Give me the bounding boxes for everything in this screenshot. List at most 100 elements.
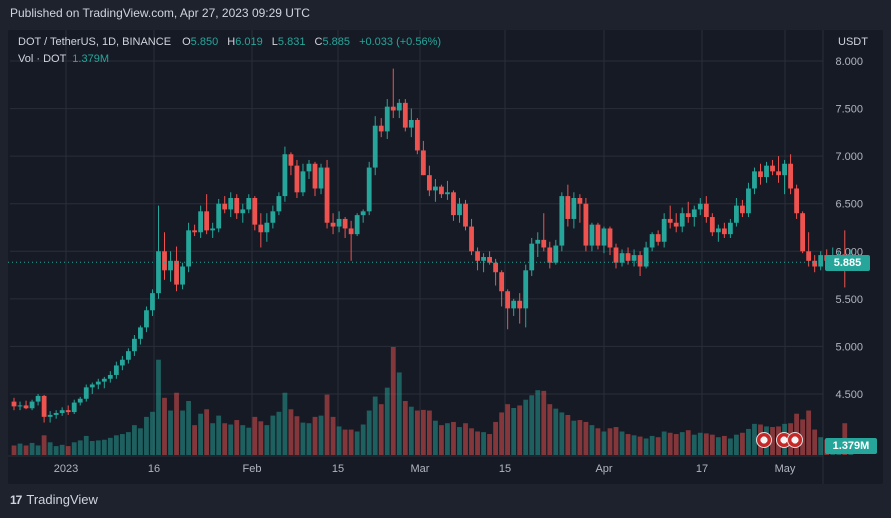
candle-body	[41, 395, 47, 417]
candle-body	[583, 203, 589, 246]
volume-bar	[613, 427, 619, 455]
candle-body	[210, 228, 216, 231]
volume-bar	[631, 435, 637, 455]
candle-body	[794, 188, 800, 214]
candle-body	[420, 150, 426, 176]
tradingview-brand[interactable]: 17 TradingView	[10, 492, 98, 507]
volume-bar	[661, 431, 667, 455]
volume-bar	[637, 436, 643, 455]
y-tick-label: 7.000	[835, 151, 863, 163]
candle-body	[216, 203, 222, 229]
candle-body	[697, 203, 703, 210]
candle-body	[806, 251, 812, 261]
candle-body	[294, 165, 300, 193]
volume-bar	[222, 423, 228, 455]
volume-bar	[180, 410, 185, 455]
volume-bar	[192, 425, 198, 455]
candle-body	[186, 230, 191, 267]
candle-body	[493, 262, 499, 273]
us-flag-event-icon[interactable]	[787, 432, 803, 448]
y-tick-label: 5.500	[835, 294, 863, 306]
volume-bar	[734, 434, 739, 455]
last-price-tag: 5.885	[825, 255, 870, 271]
volume-bar	[270, 415, 276, 455]
candlestick-chart[interactable]: 8.000 7.500 7.000 6.500 6.000 5.500 5.000 4.500…	[8, 30, 883, 484]
volume-bar	[258, 421, 264, 455]
volume-bar	[47, 442, 53, 455]
volume-bar	[673, 434, 679, 455]
volume-bar	[655, 437, 661, 455]
change-value: +0.033 (+0.56%)	[359, 36, 442, 48]
candle-body	[469, 226, 474, 252]
volume-bar	[156, 359, 161, 455]
volume-bar	[420, 409, 426, 455]
candle-body	[721, 228, 727, 235]
candle-body	[11, 401, 17, 407]
candle-body	[95, 381, 101, 385]
volume-bar	[71, 442, 77, 455]
volume-bar	[746, 428, 751, 455]
candle-body	[782, 163, 787, 176]
volume-bar	[360, 424, 366, 455]
candle-body	[505, 291, 511, 309]
candle-body	[457, 203, 462, 216]
volume-bar	[282, 392, 288, 455]
candle-body	[378, 125, 384, 132]
volume-bar	[493, 421, 499, 455]
candle-body	[258, 224, 264, 233]
volume-bar	[11, 445, 17, 455]
x-tick-label: 16	[148, 463, 160, 475]
volume-bar	[601, 431, 607, 455]
volume-bar	[643, 438, 649, 455]
volume-bar	[366, 410, 372, 455]
volume-bar	[300, 422, 306, 455]
us-flag-event-icon[interactable]	[756, 432, 772, 448]
close-value: 5.885	[322, 36, 350, 48]
volume-bar	[174, 392, 179, 455]
volume-bar	[83, 435, 89, 455]
volume-bar	[138, 428, 143, 455]
currency-label[interactable]: USDT	[838, 36, 868, 48]
volume-bar	[475, 431, 480, 455]
candle-body	[619, 253, 625, 263]
candle-body	[144, 310, 149, 328]
volume-bar	[679, 432, 685, 455]
candle-body	[523, 270, 529, 309]
candle-body	[23, 405, 29, 409]
volume-bar	[396, 372, 402, 455]
volume-bar	[511, 407, 517, 455]
volume-bar	[318, 415, 324, 455]
volume-bar	[770, 427, 775, 455]
candle-body	[156, 251, 161, 294]
volume-bar	[162, 397, 167, 455]
brand-name: TradingView	[26, 492, 98, 507]
candle-body	[703, 203, 709, 218]
candle-body	[119, 359, 125, 366]
volume-bar	[132, 425, 137, 455]
volume-bar	[559, 412, 565, 455]
volume-bar	[288, 409, 294, 455]
candle-body	[499, 272, 505, 292]
volume-bar	[589, 425, 595, 455]
candle-body	[445, 192, 450, 195]
volume-bar	[703, 433, 709, 455]
candle-body	[204, 211, 210, 231]
candle-body	[595, 224, 601, 246]
candle-body	[487, 256, 492, 263]
candle-body	[673, 222, 679, 227]
volume-legend: Vol · DOT 1.379M	[18, 53, 109, 65]
volume-bar	[433, 420, 438, 455]
candle-body	[276, 196, 282, 212]
candle-body	[463, 203, 468, 227]
candle-body	[77, 398, 83, 403]
volume-bar	[306, 423, 312, 455]
volume-bar	[667, 432, 673, 455]
symbol-label[interactable]: DOT / TetherUS, 1D, BINANCE	[18, 36, 172, 48]
x-tick-label: Feb	[243, 463, 262, 475]
candle-body	[174, 260, 179, 285]
candle-body	[324, 167, 330, 223]
volume-bar	[619, 431, 625, 455]
volume-bar	[583, 421, 589, 455]
volume-bar	[535, 390, 541, 455]
volume-bar	[168, 410, 173, 455]
